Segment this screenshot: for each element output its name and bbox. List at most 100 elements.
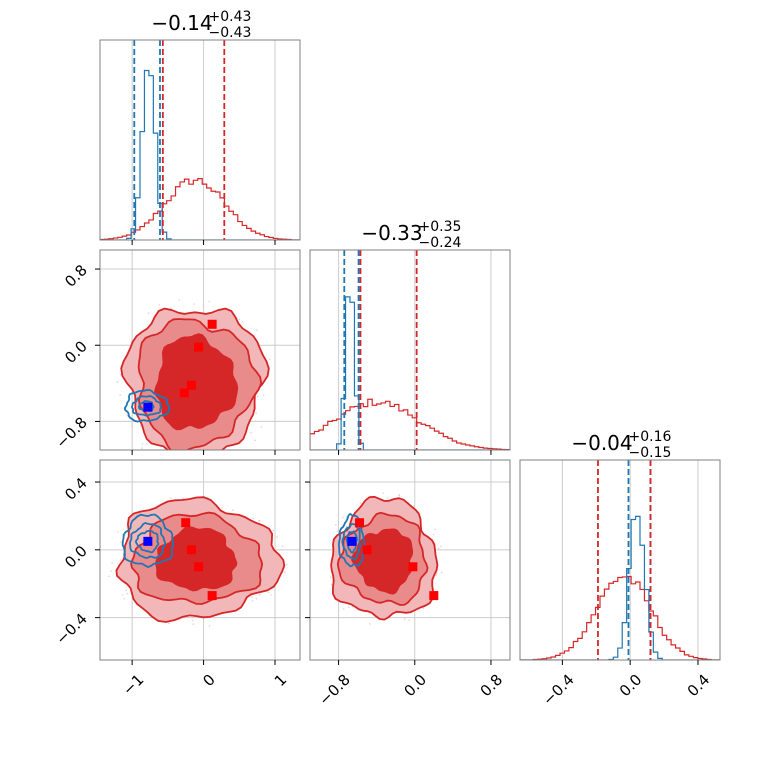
sample-dot bbox=[221, 507, 223, 509]
sample-dot bbox=[342, 608, 345, 610]
sample-dot bbox=[174, 455, 176, 457]
x-tick-label-1-2: 0.8 bbox=[477, 671, 507, 701]
reference-contour-0 bbox=[121, 513, 175, 568]
sample-dot bbox=[422, 607, 425, 610]
panel-title-0: −0.14 bbox=[151, 11, 212, 35]
sample-dot bbox=[202, 304, 205, 306]
sample-dot bbox=[359, 502, 362, 504]
sample-dot bbox=[170, 497, 172, 500]
sample-dot bbox=[255, 412, 257, 414]
posterior-sample-marker-1 bbox=[194, 342, 204, 352]
sample-dot bbox=[147, 312, 150, 315]
scatter-panel-1-0 bbox=[100, 250, 300, 468]
y-tick-label-2-1: 0.0 bbox=[61, 542, 91, 572]
sample-dot bbox=[168, 622, 170, 625]
sample-dot bbox=[436, 572, 438, 575]
posterior-sample-marker-2 bbox=[408, 562, 418, 572]
sample-dot bbox=[141, 447, 143, 449]
posterior-sample-marker-3 bbox=[429, 591, 439, 601]
sample-dot bbox=[232, 509, 234, 511]
sample-dot bbox=[107, 575, 110, 578]
panel-frame-1-1 bbox=[309, 249, 511, 451]
truth-marker bbox=[347, 536, 357, 546]
sample-dot bbox=[255, 597, 258, 600]
sample-dot bbox=[329, 576, 332, 578]
sample-dot bbox=[345, 525, 348, 528]
sample-dot bbox=[257, 395, 259, 398]
sample-dot bbox=[126, 592, 129, 595]
posterior-contour-2 bbox=[154, 333, 239, 431]
scatter-panel-2-1 bbox=[310, 460, 510, 660]
sample-dot bbox=[382, 492, 385, 495]
posterior-sample-marker-2 bbox=[194, 562, 204, 572]
posterior-sample-marker-3 bbox=[179, 388, 189, 398]
sample-dot bbox=[337, 530, 339, 533]
sample-dot bbox=[119, 394, 121, 397]
sample-dot bbox=[125, 589, 127, 591]
posterior-sample-marker-0 bbox=[181, 518, 191, 528]
sample-dot bbox=[413, 505, 415, 507]
panel-frame-0-0 bbox=[99, 39, 301, 241]
reference-contour-1 bbox=[128, 522, 167, 559]
sample-dot bbox=[182, 497, 184, 499]
posterior-sample-marker-3 bbox=[207, 591, 217, 601]
sample-dot bbox=[117, 531, 119, 533]
posterior-sample-marker-1 bbox=[362, 545, 372, 555]
diag-panel-2 bbox=[520, 460, 720, 660]
panel-title-upper-2: +0.16 bbox=[629, 429, 672, 445]
sample-dot bbox=[258, 520, 261, 522]
sample-dot bbox=[434, 528, 436, 531]
sample-dot bbox=[163, 456, 165, 458]
sample-dot bbox=[440, 545, 442, 548]
x-tick-label-2-2: 0.4 bbox=[684, 671, 714, 701]
sample-dot bbox=[260, 426, 263, 429]
sample-dot bbox=[408, 619, 411, 621]
sample-dot bbox=[281, 545, 284, 547]
sample-dot bbox=[262, 394, 265, 396]
sample-dot bbox=[251, 600, 254, 602]
panel-frame-2-1 bbox=[309, 459, 511, 661]
y-tick-label-1-0: −0.8 bbox=[52, 414, 90, 452]
sample-dot bbox=[191, 456, 193, 458]
y-tick-label-1-2: 0.8 bbox=[61, 261, 91, 291]
reference-histogram-0 bbox=[100, 69, 300, 240]
sample-dot bbox=[120, 541, 122, 543]
sample-dot bbox=[432, 533, 435, 536]
x-tick-label-2-0: −0.4 bbox=[539, 671, 577, 709]
sample-dot bbox=[259, 594, 261, 596]
sample-dot bbox=[274, 544, 277, 547]
sample-dot bbox=[141, 443, 144, 445]
sample-dot bbox=[197, 466, 199, 468]
diag-panel-0 bbox=[100, 40, 300, 240]
sample-dot bbox=[119, 559, 122, 561]
panel-title-lower-1: −0.24 bbox=[419, 235, 462, 251]
x-tick-label-0-1: 0 bbox=[199, 671, 218, 690]
sample-dot bbox=[252, 517, 255, 520]
x-tick-label-1-0: −0.8 bbox=[315, 671, 353, 709]
sample-dot bbox=[158, 304, 160, 306]
sample-dot bbox=[254, 439, 256, 442]
sample-dot bbox=[403, 618, 406, 620]
sample-dot bbox=[285, 563, 288, 566]
reference-contour-2 bbox=[345, 530, 358, 554]
panel-title-lower-0: −0.43 bbox=[209, 25, 252, 41]
posterior-histogram-0 bbox=[100, 178, 300, 240]
truth-marker bbox=[143, 536, 153, 546]
sample-dot bbox=[276, 536, 278, 538]
sample-dot bbox=[342, 516, 344, 519]
y-tick-label-2-2: 0.4 bbox=[61, 474, 91, 504]
posterior-sample-marker-1 bbox=[186, 545, 196, 555]
panel-title-lower-2: −0.15 bbox=[629, 445, 672, 461]
posterior-sample-marker-0 bbox=[355, 518, 365, 528]
reference-contour-2 bbox=[134, 529, 160, 554]
y-tick-label-1-1: 0.0 bbox=[61, 337, 91, 367]
posterior-sample-marker-2 bbox=[186, 380, 196, 390]
sample-dot bbox=[335, 523, 337, 526]
sample-dot bbox=[116, 381, 119, 383]
reference-contour-1 bbox=[131, 395, 162, 417]
sample-dot bbox=[267, 591, 270, 594]
sample-dot bbox=[438, 547, 440, 550]
posterior-histogram-1 bbox=[310, 398, 510, 450]
reference-histogram-2 bbox=[520, 515, 720, 660]
